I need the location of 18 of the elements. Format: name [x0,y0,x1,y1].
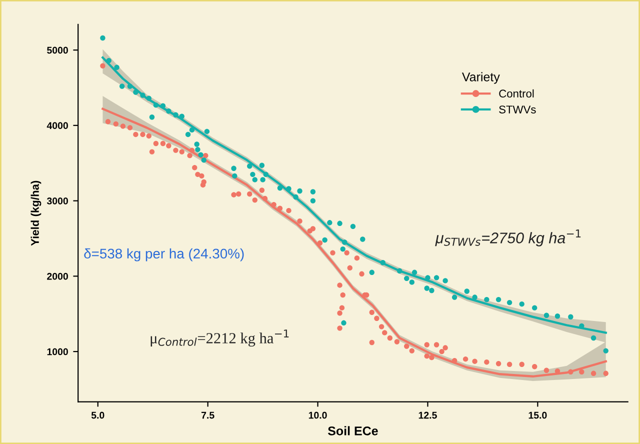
x-tick-label: 10.0 [308,412,327,419]
legend-label: STWVs [499,106,536,114]
legend-label: Control [499,89,534,98]
y-tick-label: 4000 [46,122,68,130]
annotation: μ$_{STWVs}$=2750 kg ha$^{−1}$ [435,230,581,246]
y-axis-title: Yield (kg/ha) [30,180,42,246]
annotation: μ$_{Control}$=2212 kg ha$^{−1}$ [150,330,289,347]
annotation: δ=538 kg per ha (24.30%) [84,248,244,262]
y-tick-label: 5000 [47,46,68,54]
x-tick-label: 7.5 [201,412,214,419]
y-tick-label: 3000 [46,198,68,204]
x-tick-label: 12.5 [418,412,437,419]
y-tick-label: 1000 [47,348,68,356]
y-tick-label: 2000 [47,272,68,280]
legend-title: Variety [462,72,500,84]
x-tick-label: 15.0 [528,412,547,419]
x-tick-label: 5.0 [91,412,104,419]
x-axis-title: Soil ECe [328,426,378,436]
